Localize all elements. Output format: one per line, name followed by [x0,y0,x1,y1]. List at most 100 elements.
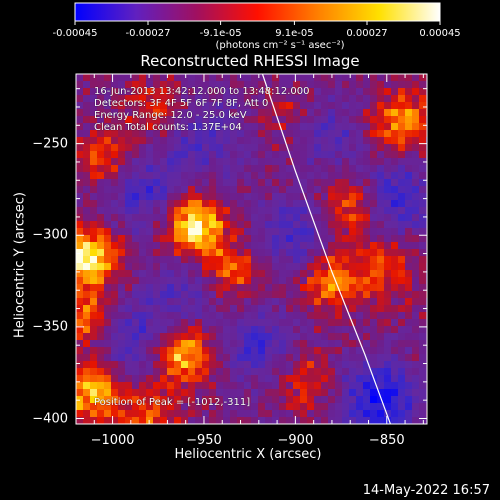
heatmap-pixel [188,249,196,257]
heatmap-pixel [384,165,392,173]
heatmap-pixel [307,235,315,243]
heatmap-pixel [118,102,126,110]
heatmap-pixel [174,228,182,236]
heatmap-pixel [76,193,84,201]
heatmap-pixel [223,144,231,152]
heatmap-pixel [167,375,175,383]
heatmap-pixel [97,305,105,313]
heatmap-pixel [279,368,287,376]
heatmap-pixel [181,144,189,152]
heatmap-pixel [83,102,91,110]
heatmap-pixel [139,333,147,341]
heatmap-pixel [76,256,84,264]
heatmap-pixel [398,200,406,208]
heatmap-pixel [202,249,210,257]
heatmap-pixel [398,74,406,82]
heatmap-pixel [83,235,91,243]
heatmap-pixel [265,396,273,404]
heatmap-pixel [104,179,112,187]
heatmap-pixel [111,193,119,201]
heatmap-pixel [412,165,420,173]
heatmap-pixel [146,109,154,117]
heatmap-pixel [195,88,203,96]
heatmap-pixel [216,235,224,243]
heatmap-pixel [146,200,154,208]
heatmap-pixel [314,109,322,117]
heatmap-pixel [300,403,308,411]
heatmap-pixel [83,382,91,390]
heatmap-pixel [118,263,126,271]
heatmap-pixel [223,249,231,257]
heatmap-pixel [342,144,350,152]
heatmap-pixel [244,186,252,194]
heatmap-pixel [118,298,126,306]
heatmap-pixel [97,130,105,138]
heatmap-pixel [181,389,189,397]
heatmap-pixel [321,235,329,243]
heatmap-pixel [293,298,301,306]
heatmap-pixel [377,172,385,180]
heatmap-pixel [132,368,140,376]
heatmap-pixel [335,214,343,222]
heatmap-pixel [349,368,357,376]
heatmap-pixel [237,256,245,264]
heatmap-pixel [293,123,301,131]
heatmap-pixel [146,207,154,215]
heatmap-pixel [146,151,154,159]
heatmap-pixel [342,88,350,96]
heatmap-pixel [314,81,322,89]
heatmap-pixel [279,235,287,243]
heatmap-pixel [195,130,203,138]
heatmap-pixel [223,200,231,208]
heatmap-pixel [111,410,119,418]
heatmap-pixel [370,368,378,376]
y-tick-label: −300 [32,227,68,243]
heatmap-pixel [111,312,119,320]
heatmap-pixel [328,284,336,292]
heatmap-pixel [167,144,175,152]
heatmap-pixel [118,319,126,327]
heatmap-pixel [335,207,343,215]
heatmap-pixel [307,221,315,229]
heatmap-pixel [286,102,294,110]
heatmap-pixel [419,403,427,411]
heatmap-pixel [209,109,217,117]
heatmap-pixel [216,144,224,152]
heatmap-pixel [251,298,259,306]
heatmap-pixel [258,242,266,250]
heatmap-pixel [293,347,301,355]
heatmap-pixel [181,249,189,257]
heatmap-pixel [293,375,301,383]
heatmap-pixel [356,298,364,306]
heatmap-pixel [167,277,175,285]
heatmap-pixel [244,375,252,383]
heatmap-pixel [167,382,175,390]
heatmap-pixel [412,256,420,264]
heatmap-pixel [307,382,315,390]
heatmap-pixel [405,403,413,411]
heatmap-pixel [125,389,133,397]
heatmap-pixel [139,354,147,362]
heatmap-pixel [160,102,168,110]
heatmap-pixel [174,214,182,222]
heatmap-pixel [300,130,308,138]
heatmap-pixel [132,319,140,327]
heatmap-pixel [328,137,336,145]
heatmap-pixel [314,102,322,110]
heatmap-pixel [202,270,210,278]
heatmap-pixel [370,277,378,285]
heatmap-pixel [335,298,343,306]
heatmap-pixel [342,403,350,411]
heatmap-pixel [377,263,385,271]
heatmap-pixel [188,88,196,96]
heatmap-pixel [286,396,294,404]
heatmap-pixel [370,361,378,369]
heatmap-pixel [125,305,133,313]
heatmap-pixel [384,109,392,117]
heatmap-pixel [363,361,371,369]
heatmap-pixel [76,319,84,327]
heatmap-pixel [328,305,336,313]
heatmap-pixel [321,256,329,264]
heatmap-pixel [188,284,196,292]
heatmap-pixel [125,298,133,306]
